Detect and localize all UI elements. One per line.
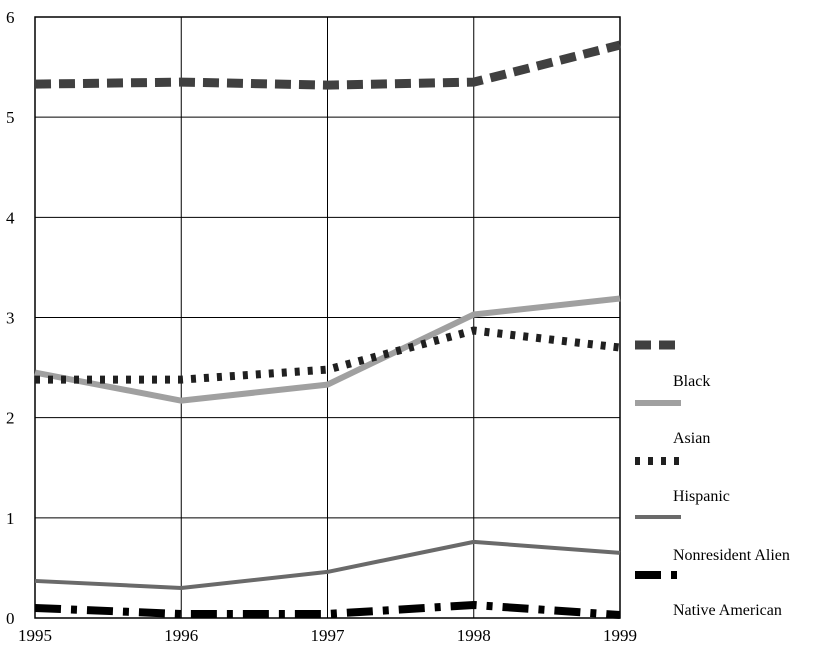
data-point — [35, 379, 36, 380]
data-point — [473, 541, 474, 542]
data-point — [35, 372, 36, 373]
data-point — [327, 85, 328, 86]
x-tick-label: 1995 — [18, 626, 52, 645]
y-axis-tick-labels: 0 1 2 3 4 5 6 — [6, 8, 15, 628]
data-point — [181, 400, 182, 401]
y-tick-label: 1 — [6, 509, 15, 528]
data-point — [327, 369, 328, 370]
x-tick-label: 1998 — [457, 626, 491, 645]
series-line-asian — [34, 295, 621, 404]
data-point — [473, 604, 474, 605]
data-point — [473, 330, 474, 331]
legend-label: Nonresident Alien — [673, 547, 790, 564]
plot-frame — [34, 16, 621, 619]
x-tick-label: 1997 — [311, 626, 346, 645]
data-point — [35, 580, 36, 581]
data-point — [620, 347, 621, 348]
data-point — [181, 82, 182, 83]
data-point — [35, 84, 36, 85]
x-tick-label: 1999 — [603, 626, 637, 645]
data-point — [35, 607, 36, 608]
data-point — [327, 384, 328, 385]
data-point — [620, 552, 621, 553]
legend-label: Native American — [673, 602, 782, 619]
y-tick-label: 3 — [6, 309, 15, 328]
data-point — [473, 314, 474, 315]
data-point — [620, 298, 621, 299]
series-line-nonresident-alien — [34, 539, 621, 590]
x-axis-tick-labels: 1995 1996 1997 1998 1999 — [18, 626, 637, 645]
legend-label: Black — [673, 373, 710, 390]
y-tick-label: 2 — [6, 409, 15, 428]
legend: Black Asian Hispanic Nonresident Alien Nativ… — [635, 340, 790, 619]
legend-label: Asian — [673, 430, 710, 447]
y-tick-label: 6 — [6, 8, 15, 27]
y-tick-label: 0 — [6, 609, 15, 628]
series-line-black — [34, 40, 622, 90]
series-layer — [34, 40, 622, 619]
y-tick-label: 4 — [6, 208, 15, 227]
data-point — [327, 571, 328, 572]
data-point — [181, 587, 182, 588]
chart-grid — [34, 16, 621, 619]
series-line-native-american — [34, 600, 621, 619]
data-point — [620, 614, 621, 615]
data-point — [327, 613, 328, 614]
data-point — [620, 45, 621, 46]
plot-border — [34, 16, 621, 619]
data-point — [473, 82, 474, 83]
data-point — [181, 379, 182, 380]
data-point — [181, 613, 182, 614]
x-tick-label: 1996 — [164, 626, 198, 645]
legend-label: Hispanic — [673, 488, 730, 505]
y-tick-label: 5 — [6, 108, 15, 127]
